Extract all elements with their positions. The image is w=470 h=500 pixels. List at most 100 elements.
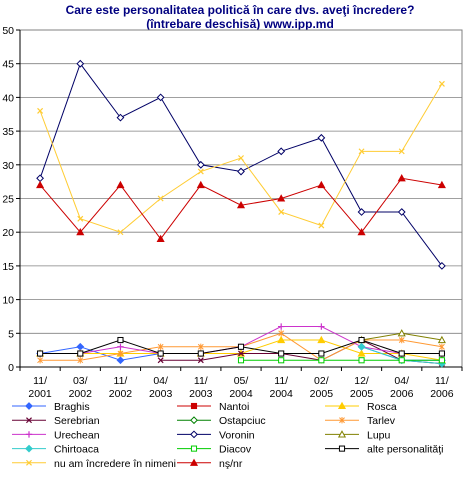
- data-point-chirtoaca: [357, 342, 366, 351]
- data-point-tarlev: [278, 330, 285, 337]
- marker-shape: [197, 343, 204, 350]
- data-point-alte-personalitati: [37, 350, 44, 357]
- x-tick-label: 11/: [194, 375, 208, 387]
- data-point-nu-am-incredere-in-nimeni: [37, 107, 44, 114]
- legend-item-diacov: Diacov: [177, 444, 252, 456]
- marker-shape: [318, 350, 325, 357]
- data-point-nu-am-incredere-in-nimeni: [157, 195, 164, 202]
- marker-shape: [190, 416, 198, 425]
- marker-shape: [77, 215, 84, 222]
- marker-shape: [358, 148, 365, 155]
- marker-shape: [277, 194, 286, 202]
- y-tick-label: 5: [8, 328, 14, 340]
- legend-label: Tarlev: [367, 415, 396, 427]
- marker-shape: [337, 430, 347, 438]
- marker-shape: [438, 343, 445, 350]
- data-point-ns-nr: [277, 194, 286, 202]
- marker-shape: [317, 133, 326, 142]
- legend-marker: [25, 431, 33, 438]
- marker-shape: [277, 335, 286, 344]
- legend-marker: [189, 458, 199, 466]
- y-tick-label: 10: [2, 295, 14, 307]
- data-point-tarlev: [438, 343, 445, 350]
- data-point-nu-am-incredere-in-nimeni: [278, 208, 285, 215]
- legend-marker: [339, 417, 345, 424]
- data-point-voronin: [196, 160, 205, 169]
- marker-shape: [196, 160, 205, 169]
- data-point-alte-personalitati: [237, 343, 245, 350]
- data-point-tarlev: [37, 357, 44, 364]
- legend: Braghis Nantoi Rosca Serebrian Ostapciuc Tarl…: [12, 401, 443, 470]
- data-point-nu-am-incredere-in-nimeni: [358, 148, 365, 155]
- data-point-diacov: [278, 357, 285, 364]
- data-point-braghis: [116, 356, 125, 365]
- marker-shape: [339, 417, 345, 424]
- marker-shape: [318, 222, 325, 229]
- marker-shape: [358, 336, 365, 344]
- legend-label: Urechean: [54, 429, 100, 441]
- marker-shape: [76, 59, 85, 68]
- marker-shape: [117, 336, 124, 344]
- legend-label: Ostapciuc: [219, 415, 266, 427]
- marker-shape: [190, 445, 198, 452]
- legend-item-chirtoaca: Chirtoaca: [12, 444, 99, 456]
- data-point-tarlev: [117, 350, 124, 357]
- y-tick-label: 45: [2, 59, 14, 71]
- y-tick-label: 30: [2, 160, 14, 172]
- data-point-serebrian: [157, 357, 164, 364]
- marker-shape: [76, 227, 85, 236]
- data-point-diacov: [318, 357, 325, 364]
- marker-shape: [398, 350, 405, 357]
- plot-area: 0510152025303540455011/200103/200211/200…: [2, 25, 463, 400]
- x-tick-label-year: 2004: [229, 388, 253, 400]
- data-point-voronin: [397, 208, 406, 216]
- marker-shape: [237, 343, 245, 350]
- marker-shape: [25, 431, 33, 438]
- data-point-rosca: [317, 335, 326, 344]
- legend-label: Voronin: [219, 429, 255, 441]
- marker-shape: [438, 261, 446, 270]
- marker-shape: [438, 357, 445, 364]
- marker-shape: [26, 417, 32, 424]
- data-point-diacov: [358, 357, 365, 364]
- legend-marker: [190, 416, 198, 425]
- legend-marker: [25, 444, 33, 453]
- data-point-alte-personalitati: [358, 336, 365, 344]
- marker-shape: [278, 357, 285, 364]
- marker-shape: [116, 356, 125, 365]
- marker-shape: [25, 402, 33, 410]
- y-tick-label: 35: [2, 126, 14, 138]
- data-point-voronin: [76, 59, 85, 68]
- marker-shape: [157, 357, 164, 364]
- marker-shape: [156, 234, 165, 242]
- marker-shape: [278, 208, 285, 215]
- legend-marker: [338, 445, 346, 452]
- data-point-urechean: [318, 323, 325, 330]
- data-point-ns-nr: [156, 234, 165, 242]
- x-tick-label: 05/: [234, 375, 249, 387]
- x-tick-label: 11/: [33, 375, 47, 387]
- marker-shape: [398, 336, 405, 344]
- data-point-lupu: [437, 335, 446, 344]
- data-point-nu-am-incredere-in-nimeni: [238, 155, 244, 162]
- data-point-alte-personalitati: [197, 350, 204, 357]
- marker-shape: [337, 401, 347, 410]
- legend-marker: [190, 430, 198, 439]
- legend-label: Lupu: [367, 429, 391, 441]
- marker-shape: [358, 357, 365, 364]
- data-point-diacov: [237, 357, 245, 364]
- x-tick-label: 02/: [314, 375, 329, 387]
- data-point-rosca: [357, 349, 366, 357]
- legend-label: Serebrian: [54, 415, 100, 427]
- marker-shape: [397, 208, 406, 216]
- legend-item-urechean: Urechean: [12, 429, 100, 441]
- y-tick-label: 25: [2, 194, 14, 206]
- data-point-nu-am-incredere-in-nimeni: [197, 168, 204, 175]
- data-point-voronin: [357, 208, 366, 216]
- data-point-urechean: [277, 323, 285, 330]
- x-tick-label-year: 2003: [149, 388, 173, 400]
- legend-item-voronin: Voronin: [177, 429, 255, 441]
- marker-shape: [77, 350, 84, 357]
- data-point-tarlev: [398, 336, 405, 344]
